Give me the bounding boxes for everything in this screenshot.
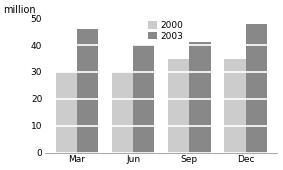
Bar	[224, 58, 246, 153]
Text: million: million	[3, 5, 36, 15]
Bar	[168, 58, 189, 153]
Bar	[189, 42, 211, 153]
Bar	[133, 45, 155, 153]
Bar	[77, 29, 98, 153]
Legend: 2000, 2003: 2000, 2003	[147, 20, 185, 42]
Bar	[112, 72, 133, 153]
Bar	[55, 72, 77, 153]
Bar	[246, 24, 267, 153]
